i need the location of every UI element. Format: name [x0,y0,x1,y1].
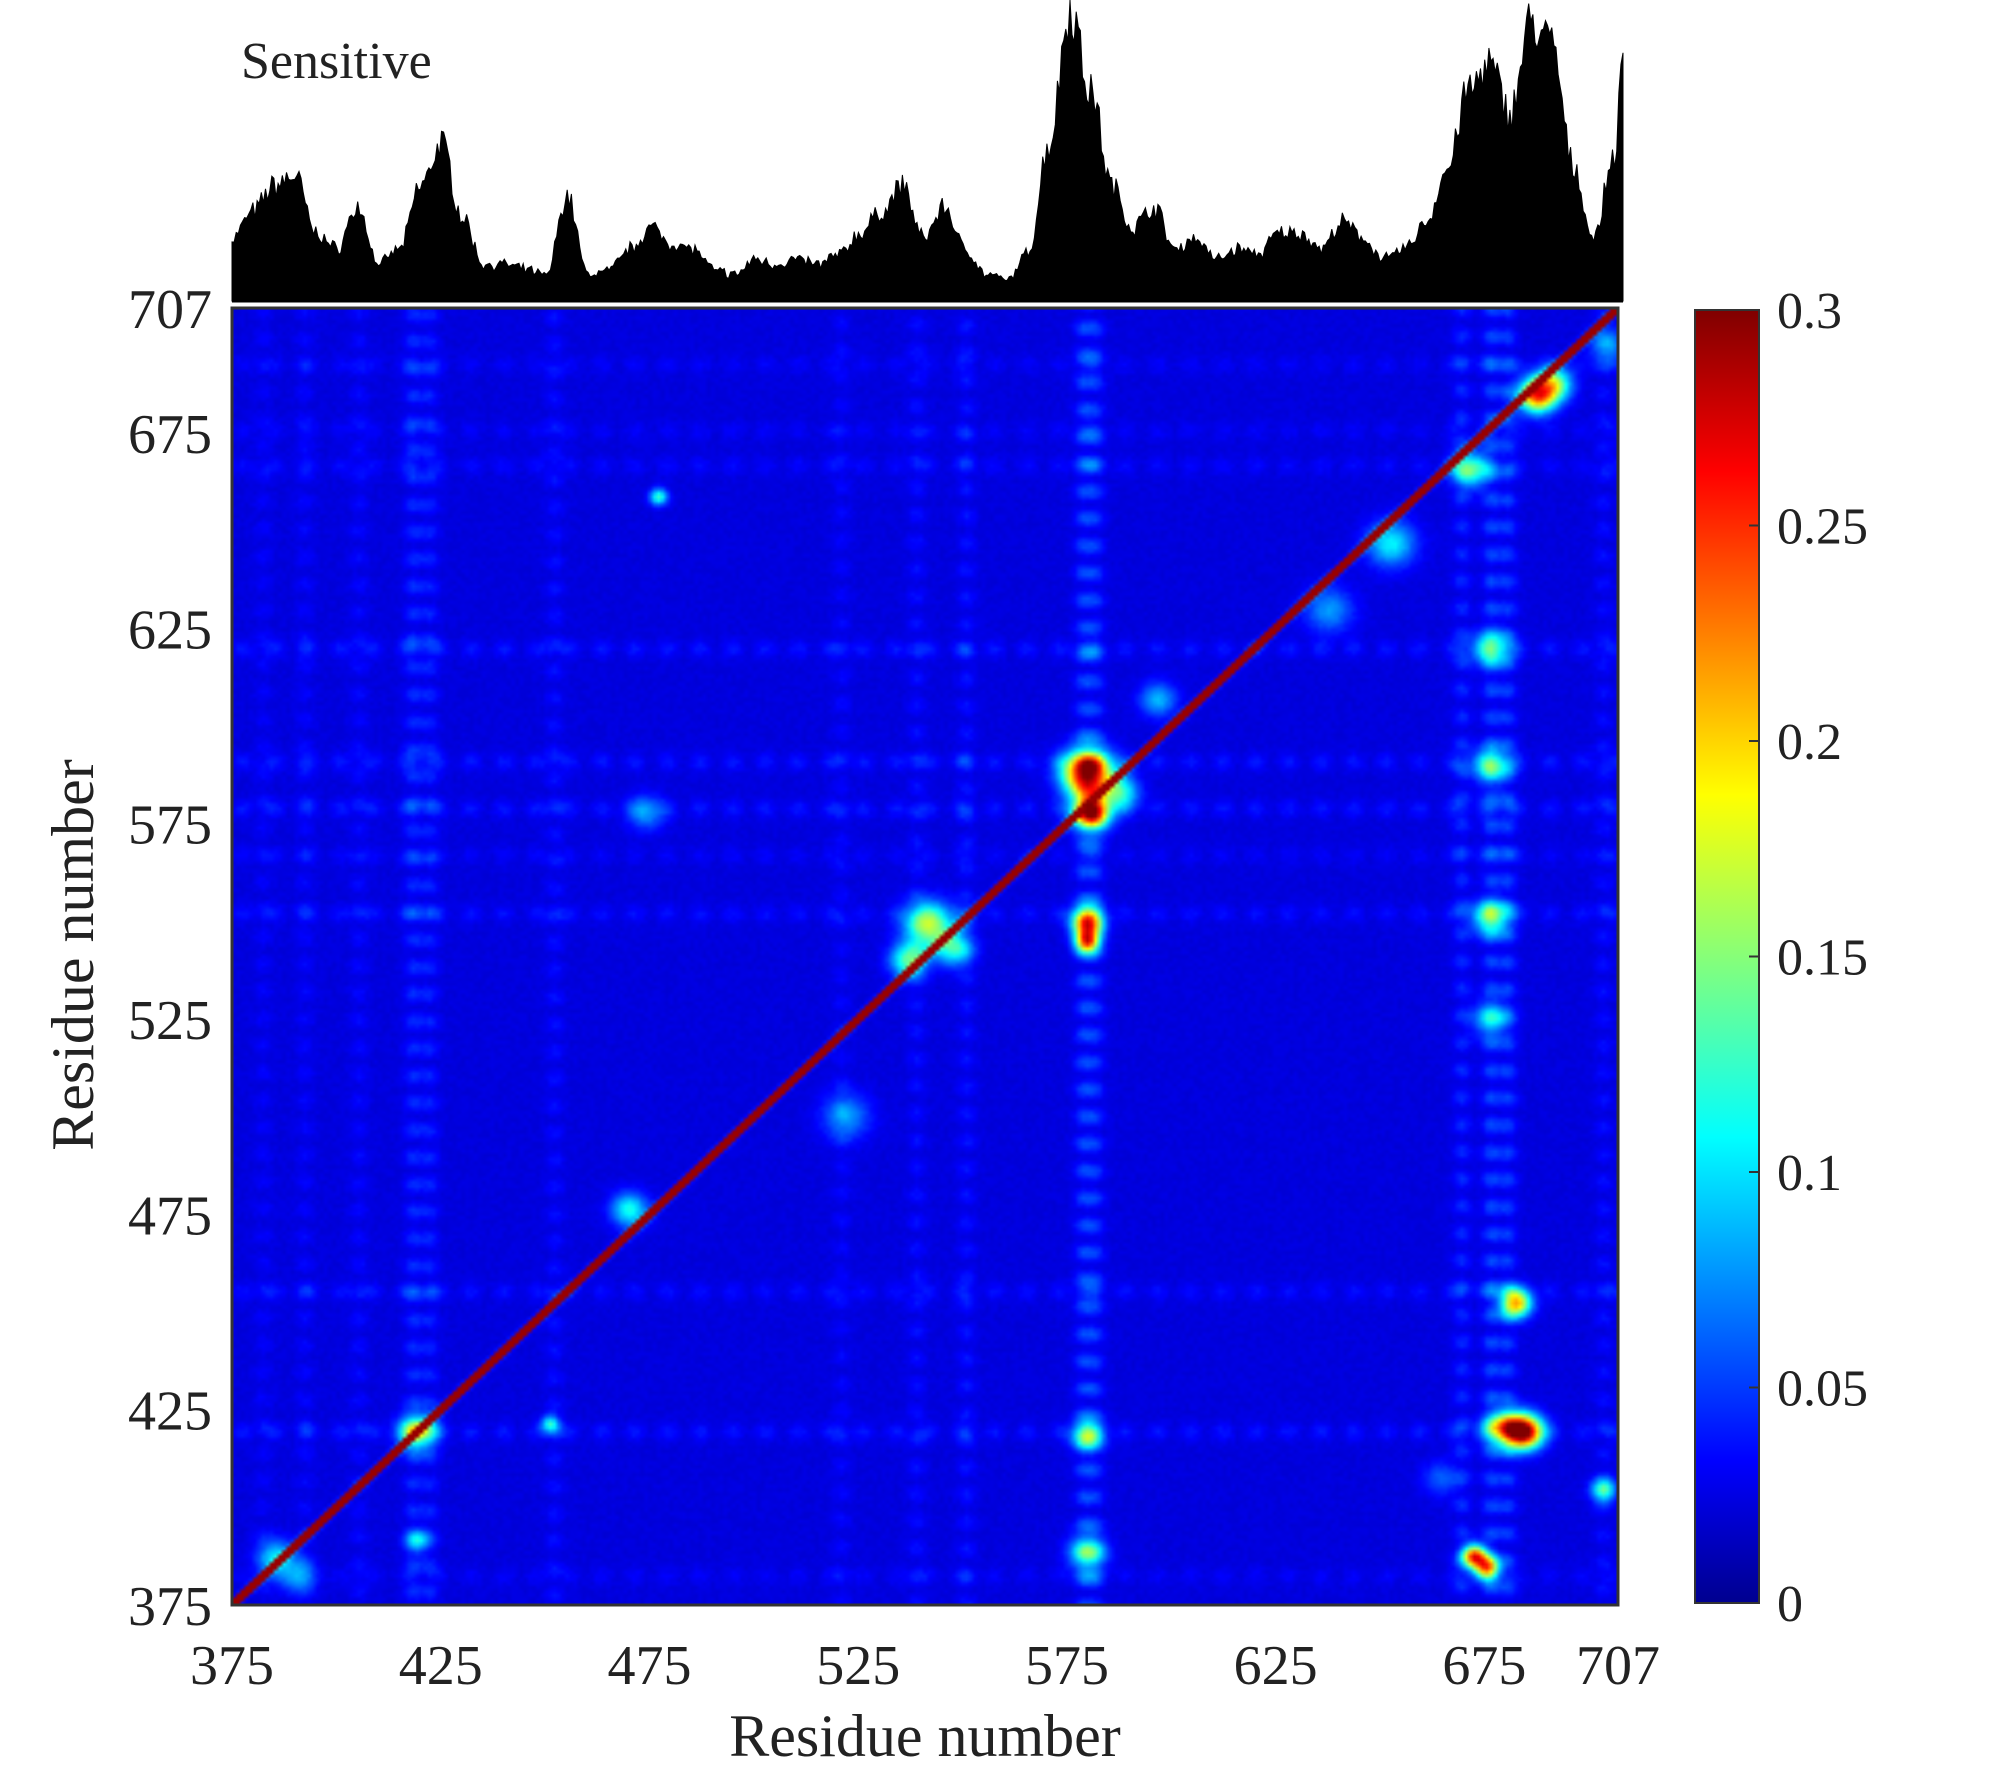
y-tick-label: 375 [128,1576,212,1638]
colorbar-ticks: 0 0.05 0.1 0.15 0.2 0.25 0.3 [1749,283,1868,1633]
x-tick-label: 707 [1576,1635,1660,1697]
x-tick-label: 425 [399,1635,483,1697]
y-tick-label: 707 [128,279,212,341]
y-tick-label: 675 [128,404,212,466]
profile-title: Sensitive [241,33,432,90]
x-tick-label: 575 [1025,1635,1109,1697]
y-tick-label: 525 [128,990,212,1052]
colorbar: 0 0.05 0.1 0.15 0.2 0.25 0.3 [1694,283,1868,1633]
x-tick-label: 525 [816,1635,900,1697]
colorbar-tick-label: 0.2 [1777,714,1842,771]
profile-panel: Sensitive [231,0,1624,303]
profile-area-series [231,0,1624,302]
x-axis-ticks: 375 425 475 525 575 625 675 707 [190,1635,1660,1697]
heatmap-frame [230,306,1620,1607]
heatmap-panel: 375 425 475 525 575 625 675 707 375 425 475 525 575… [40,279,1660,1767]
x-tick-label: 475 [607,1635,691,1697]
colorbar-tick-label: 0 [1777,1576,1803,1633]
y-tick-label: 575 [128,795,212,857]
y-tick-label: 425 [128,1381,212,1443]
colorbar-tick-label: 0.25 [1777,499,1868,556]
colorbar-tick-label: 0.1 [1777,1145,1842,1202]
y-axis-label: Residue number [40,759,106,1151]
y-axis-ticks: 375 425 475 525 575 625 675 707 [128,279,212,1638]
colorbar-tick-label: 0.3 [1777,283,1842,340]
colorbar-tick-label: 0.15 [1777,930,1868,987]
x-tick-label: 625 [1234,1635,1318,1697]
y-tick-label: 475 [128,1185,212,1247]
x-tick-label: 375 [190,1635,274,1697]
colorbar-gradient [1694,309,1760,1604]
heatmap-image [232,308,1618,1605]
y-tick-label: 625 [128,599,212,661]
x-axis-label: Residue number [729,1703,1121,1767]
colorbar-tick-label: 0.05 [1777,1361,1868,1418]
x-tick-label: 675 [1442,1635,1526,1697]
